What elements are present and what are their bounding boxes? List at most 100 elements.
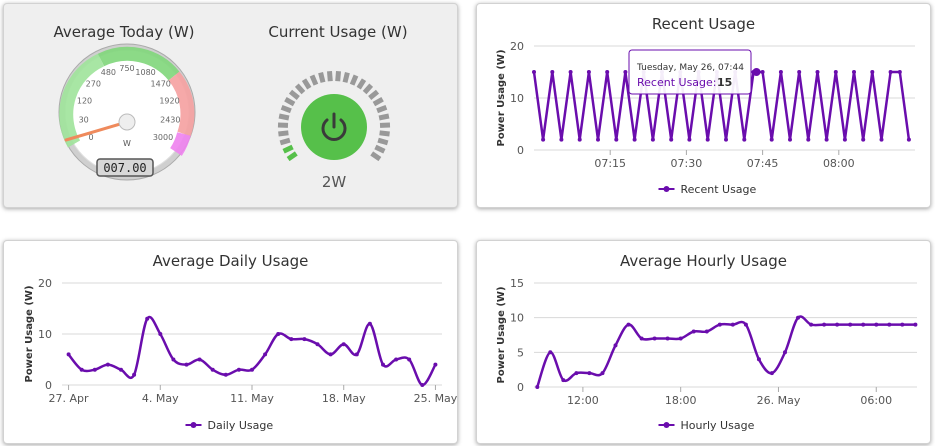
data-point[interactable] xyxy=(861,322,866,327)
data-point[interactable] xyxy=(66,352,71,357)
data-point[interactable] xyxy=(650,137,655,142)
data-point[interactable] xyxy=(550,70,555,74)
data-point[interactable] xyxy=(769,137,774,142)
data-point[interactable] xyxy=(394,357,399,362)
data-point[interactable] xyxy=(632,137,637,142)
data-point[interactable] xyxy=(835,322,840,327)
data-point[interactable] xyxy=(815,70,820,74)
data-point[interactable] xyxy=(574,371,579,376)
data-point[interactable] xyxy=(687,137,692,142)
data-point[interactable] xyxy=(561,378,566,383)
data-point[interactable] xyxy=(730,322,735,327)
data-point[interactable] xyxy=(678,336,683,341)
data-point[interactable] xyxy=(276,332,281,336)
power-level-tick xyxy=(362,83,374,95)
hovered-data-point[interactable] xyxy=(752,68,761,76)
data-point[interactable] xyxy=(913,322,918,327)
data-point[interactable] xyxy=(788,137,792,142)
data-point[interactable] xyxy=(669,137,674,142)
data-point[interactable] xyxy=(367,321,372,326)
data-point[interactable] xyxy=(568,70,573,74)
data-point[interactable] xyxy=(535,385,540,389)
data-point[interactable] xyxy=(587,371,592,376)
data-point[interactable] xyxy=(760,70,765,74)
data-point[interactable] xyxy=(328,352,333,357)
data-point[interactable] xyxy=(809,322,814,327)
data-point[interactable] xyxy=(250,367,254,372)
data-point[interactable] xyxy=(742,137,747,142)
data-point[interactable] xyxy=(756,357,761,362)
data-point[interactable] xyxy=(833,70,838,74)
data-point[interactable] xyxy=(223,372,228,377)
data-point[interactable] xyxy=(158,332,163,336)
data-point[interactable] xyxy=(210,367,215,372)
data-point[interactable] xyxy=(887,322,892,327)
data-point[interactable] xyxy=(145,316,150,321)
data-point[interactable] xyxy=(119,367,123,372)
data-point[interactable] xyxy=(548,350,553,355)
legend-label[interactable]: Hourly Usage xyxy=(681,419,755,432)
data-point[interactable] xyxy=(596,137,600,142)
data-point[interactable] xyxy=(433,362,438,367)
x-tick-label: 27. Apr xyxy=(49,392,89,405)
data-point[interactable] xyxy=(132,372,137,377)
data-point[interactable] xyxy=(263,352,268,357)
data-point[interactable] xyxy=(639,336,644,341)
data-point[interactable] xyxy=(852,70,856,74)
data-point[interactable] xyxy=(354,352,359,357)
data-point[interactable] xyxy=(822,322,827,327)
data-point[interactable] xyxy=(717,322,722,327)
data-point[interactable] xyxy=(315,342,320,347)
data-point[interactable] xyxy=(171,357,176,362)
data-point[interactable] xyxy=(197,357,202,362)
data-point[interactable] xyxy=(842,137,847,142)
data-point[interactable] xyxy=(600,371,605,376)
data-point[interactable] xyxy=(236,367,241,372)
data-point[interactable] xyxy=(900,322,905,327)
data-point[interactable] xyxy=(897,70,902,74)
data-point[interactable] xyxy=(586,70,591,74)
data-point[interactable] xyxy=(577,137,582,142)
data-point[interactable] xyxy=(407,357,412,362)
data-point[interactable] xyxy=(797,70,802,74)
data-point[interactable] xyxy=(870,70,875,74)
data-point[interactable] xyxy=(724,137,728,142)
legend-label[interactable]: Daily Usage xyxy=(208,419,274,432)
data-point[interactable] xyxy=(691,329,696,334)
data-point[interactable] xyxy=(704,329,709,334)
data-point[interactable] xyxy=(824,137,829,142)
data-point[interactable] xyxy=(541,137,546,142)
data-point[interactable] xyxy=(906,137,911,142)
data-point[interactable] xyxy=(559,137,564,142)
data-point[interactable] xyxy=(289,337,294,342)
data-point[interactable] xyxy=(806,137,811,142)
data-point[interactable] xyxy=(613,343,618,348)
data-point[interactable] xyxy=(769,371,774,376)
data-point[interactable] xyxy=(874,322,879,327)
data-point[interactable] xyxy=(652,336,657,341)
data-point[interactable] xyxy=(705,137,710,142)
data-point[interactable] xyxy=(861,137,866,142)
data-point[interactable] xyxy=(184,362,189,367)
data-point[interactable] xyxy=(381,362,385,367)
data-point[interactable] xyxy=(796,315,800,320)
data-point[interactable] xyxy=(92,367,97,372)
data-point[interactable] xyxy=(605,70,610,74)
data-point[interactable] xyxy=(848,322,853,327)
data-point[interactable] xyxy=(778,70,783,74)
data-point[interactable] xyxy=(420,383,425,387)
data-point[interactable] xyxy=(626,322,631,327)
data-point[interactable] xyxy=(614,137,619,142)
data-point[interactable] xyxy=(888,70,893,74)
data-point[interactable] xyxy=(783,350,787,355)
data-point[interactable] xyxy=(79,367,84,372)
legend-label[interactable]: Recent Usage xyxy=(681,183,757,196)
data-point[interactable] xyxy=(532,70,536,74)
data-point[interactable] xyxy=(743,322,748,327)
data-point[interactable] xyxy=(623,70,628,74)
data-point[interactable] xyxy=(665,336,670,341)
data-point[interactable] xyxy=(341,342,346,347)
data-point[interactable] xyxy=(879,137,884,142)
data-point[interactable] xyxy=(302,337,307,342)
data-point[interactable] xyxy=(105,362,110,367)
